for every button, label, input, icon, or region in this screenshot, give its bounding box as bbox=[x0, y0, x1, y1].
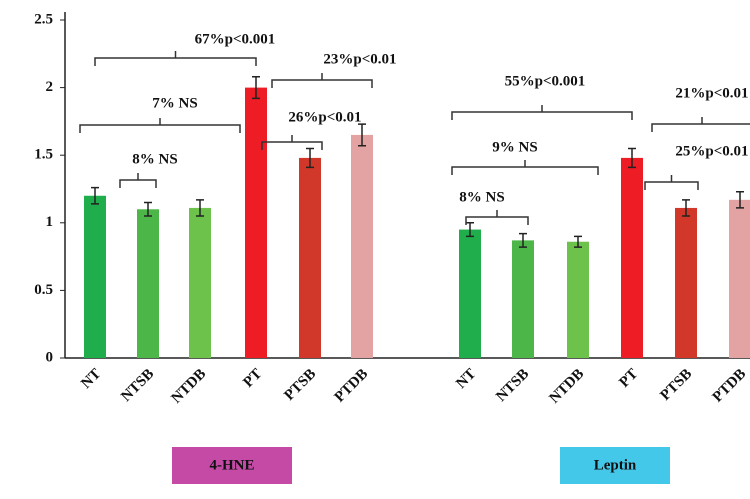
annotation: 8% NS bbox=[459, 189, 504, 205]
bar bbox=[675, 207, 697, 358]
y-tick-label: 1 bbox=[46, 214, 54, 230]
bar bbox=[567, 241, 589, 358]
bracket bbox=[651, 117, 750, 132]
bar bbox=[84, 195, 106, 358]
error-bar bbox=[144, 201, 152, 217]
error-bar bbox=[358, 123, 366, 147]
group-label: 4-HNE bbox=[210, 457, 255, 473]
bracket bbox=[79, 118, 241, 133]
error-bar bbox=[628, 147, 636, 169]
error-bar bbox=[574, 235, 582, 248]
error-bar bbox=[196, 199, 204, 217]
bracket bbox=[271, 73, 373, 88]
bar bbox=[729, 199, 750, 358]
x-tick-label: NTDB bbox=[546, 366, 587, 407]
bar bbox=[351, 134, 373, 358]
error-bar bbox=[466, 222, 474, 238]
y-tick-label: 2.5 bbox=[34, 11, 53, 27]
bar bbox=[459, 229, 481, 358]
y-tick-label: 0 bbox=[46, 349, 54, 365]
x-tick-label: PT bbox=[240, 366, 265, 391]
bracket bbox=[465, 210, 529, 225]
y-tick-label: 1.5 bbox=[34, 147, 53, 163]
annotation: 8% NS bbox=[132, 151, 177, 167]
annotation: 7% NS bbox=[152, 95, 197, 111]
x-tick-label: PTSB bbox=[657, 366, 695, 404]
annotation: 67%p<0.001 bbox=[195, 31, 276, 47]
annotation: 25%p<0.01 bbox=[675, 143, 748, 159]
annotation: 9% NS bbox=[492, 139, 537, 155]
bar bbox=[137, 209, 159, 358]
error-bar bbox=[252, 76, 260, 100]
x-tick-label: PT bbox=[616, 366, 641, 391]
group-box bbox=[172, 447, 292, 484]
x-tick-label: PTSB bbox=[281, 366, 319, 404]
x-tick-label: PTDB bbox=[710, 366, 750, 406]
bracket bbox=[94, 51, 257, 66]
group-box bbox=[560, 447, 670, 484]
error-bar bbox=[736, 190, 744, 209]
error-bar bbox=[91, 186, 99, 205]
bracket bbox=[451, 160, 599, 175]
bar bbox=[512, 240, 534, 358]
error-bar bbox=[519, 232, 527, 248]
x-tick-label: NTDB bbox=[168, 366, 209, 407]
bar bbox=[245, 87, 267, 358]
annotation: 26%p<0.01 bbox=[288, 109, 361, 125]
annotation: 23%p<0.01 bbox=[323, 51, 396, 67]
bar bbox=[621, 157, 643, 358]
x-tick-label: PTDB bbox=[332, 366, 372, 406]
y-tick-label: 0.5 bbox=[34, 282, 53, 298]
group-label: Leptin bbox=[594, 457, 637, 473]
bracket bbox=[261, 135, 323, 150]
y-tick-label: 2 bbox=[46, 79, 54, 95]
bracket bbox=[644, 175, 699, 190]
bar bbox=[299, 157, 321, 358]
x-tick-label: NTSB bbox=[118, 366, 157, 405]
bracket bbox=[119, 173, 157, 188]
x-tick-label: NT bbox=[453, 366, 479, 392]
error-bar bbox=[682, 199, 690, 217]
annotation: 55%p<0.001 bbox=[505, 73, 586, 89]
error-bar bbox=[306, 147, 314, 169]
bar bbox=[189, 207, 211, 358]
x-tick-label: NTSB bbox=[493, 366, 532, 405]
annotation: 21%p<0.01 bbox=[675, 85, 748, 101]
x-tick-label: NT bbox=[78, 366, 104, 392]
bracket bbox=[451, 105, 633, 120]
